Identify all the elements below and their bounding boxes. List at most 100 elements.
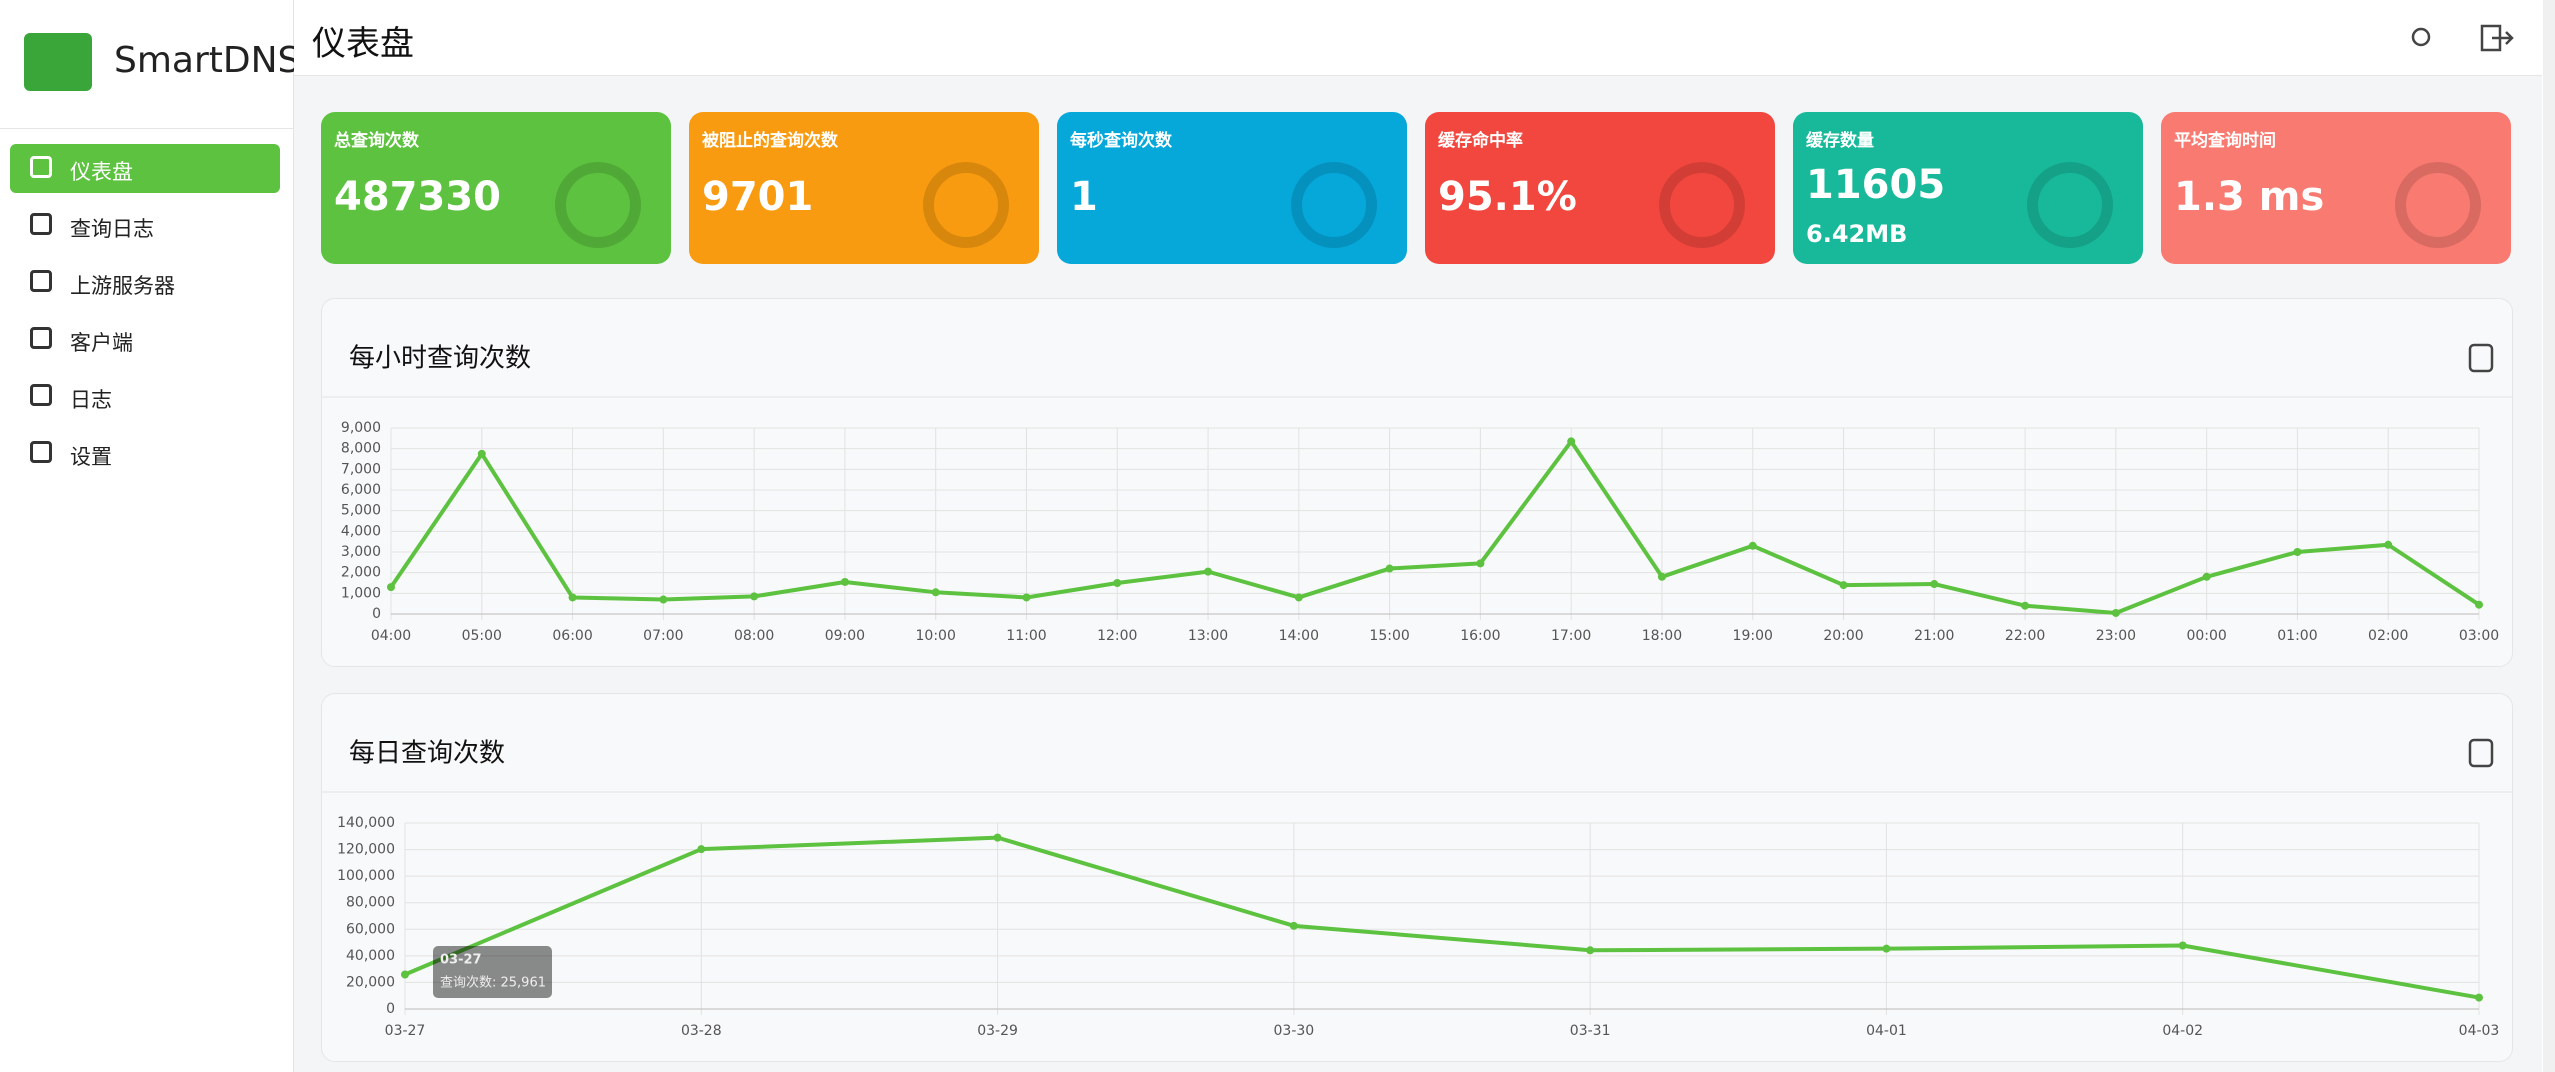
point	[1476, 559, 1485, 568]
menu-label: 查询日志	[70, 217, 154, 241]
menu-label: 客户端	[70, 331, 133, 355]
menu-item[interactable]: 设置	[10, 429, 280, 478]
x-tick-label: 07:00	[643, 628, 683, 644]
stat-label: 每秒查询次数	[1070, 131, 1172, 151]
y-tick-label: 140,000	[337, 815, 395, 831]
x-tick-label: 01:00	[2277, 628, 2317, 644]
header: 仪表盘	[294, 0, 2542, 76]
chart-title: 每小时查询次数	[349, 344, 531, 374]
page-title: 仪表盘	[312, 24, 414, 64]
x-tick-label: 03-31	[1570, 1023, 1611, 1039]
point	[2293, 548, 2302, 556]
stat-label: 平均查询时间	[2174, 131, 2276, 151]
point	[387, 583, 395, 592]
x-tick-label: 04-01	[1866, 1023, 1907, 1039]
point	[1022, 593, 1031, 602]
y-tick-label: 20,000	[346, 974, 395, 990]
point	[2111, 608, 2120, 617]
menu-item[interactable]: 客户端	[10, 315, 280, 364]
y-tick-label: 60,000	[346, 921, 395, 937]
chart: 每小时查询次数 0 1,000 2,000 3,000 4,000 5,000 6,000 7,…	[322, 343, 2512, 644]
header-icons[interactable]	[2404, 20, 2524, 56]
stat-icon	[923, 162, 1009, 248]
stat-value: 9701	[702, 174, 814, 220]
menu-icon	[30, 213, 52, 235]
menu-item[interactable]: 上游服务器	[10, 258, 280, 307]
menu-item[interactable]: 日志	[10, 372, 280, 421]
point	[659, 595, 668, 604]
point	[2384, 540, 2393, 549]
zoom-icon[interactable]	[2468, 738, 2494, 768]
point	[2021, 601, 2030, 610]
y-tick-label: 6,000	[341, 482, 381, 498]
point	[750, 592, 759, 601]
point	[931, 588, 940, 597]
x-tick-label: 00:00	[2186, 628, 2226, 644]
x-tick-label: 11:00	[1006, 628, 1046, 644]
line	[404, 835, 2480, 1000]
y-tick-label: 4,000	[341, 523, 381, 539]
x-tick-label: 15:00	[1369, 628, 1409, 644]
stat-card: 被阻止的查询次数 9701	[689, 112, 1039, 264]
menu-item[interactable]: 查询日志	[10, 201, 280, 250]
x-tick-label: 03-30	[1274, 1023, 1315, 1039]
menu-icon	[30, 270, 52, 292]
point	[1748, 541, 1757, 550]
point	[1586, 946, 1595, 955]
x-tick-label: 03-28	[681, 1023, 722, 1039]
divider	[0, 128, 293, 129]
point	[1204, 567, 1213, 576]
stat-label: 总查询次数	[334, 131, 419, 151]
y-tick-label: 1,000	[341, 585, 381, 601]
x-tick-label: 02:00	[2368, 628, 2408, 644]
point	[2178, 941, 2187, 950]
logo	[24, 33, 92, 91]
x-tick-label: 18:00	[1642, 628, 1682, 644]
y-tick-label: 120,000	[337, 842, 395, 858]
menu-label: 设置	[70, 445, 112, 469]
line	[389, 439, 2481, 615]
x-tick-label: 04:00	[371, 628, 411, 644]
stat-card: 缓存命中率 95.1%	[1425, 112, 1775, 264]
y-tick-label: 100,000	[337, 868, 395, 884]
chart: 每日查询次数 0 20,000 40,000 60,000 80,000 100,000 12…	[322, 738, 2512, 1039]
point	[2475, 993, 2483, 1002]
menu-icon	[30, 327, 52, 349]
x-tick-label: 21:00	[1914, 628, 1954, 644]
menu-item[interactable]: 仪表盘	[10, 144, 280, 193]
zoom-icon[interactable]	[2468, 343, 2494, 373]
stat-label: 缓存命中率	[1438, 131, 1523, 151]
point	[1930, 580, 1939, 589]
x-tick-label: 13:00	[1188, 628, 1228, 644]
stat-label: 缓存数量	[1806, 131, 1874, 151]
x-tick-label: 17:00	[1551, 628, 1591, 644]
chart-card: 每小时查询次数 0 1,000 2,000 3,000 4,000 5,000 6,000 7,…	[321, 298, 2513, 667]
x-tick-label: 03:00	[2459, 628, 2499, 644]
chart-card: 每日查询次数 0 20,000 40,000 60,000 80,000 100,000 12…	[321, 693, 2513, 1062]
menu-label: 日志	[70, 388, 112, 412]
point	[568, 593, 577, 602]
stat-icon	[1659, 162, 1745, 248]
x-tick-label: 12:00	[1097, 628, 1137, 644]
menu-label: 仪表盘	[70, 160, 133, 184]
point	[1113, 579, 1122, 587]
point	[401, 970, 409, 979]
x-tick-label: 19:00	[1733, 628, 1773, 644]
menu-label: 上游服务器	[70, 274, 175, 298]
tooltip-title: 03-27	[440, 953, 482, 968]
y-tick-label: 0	[372, 606, 381, 622]
y-tick-label: 80,000	[346, 895, 395, 911]
point	[477, 449, 486, 458]
stat-value: 95.1%	[1438, 174, 1577, 220]
y-tick-label: 9,000	[341, 420, 381, 436]
tooltip	[433, 946, 552, 998]
x-tick-label: 08:00	[734, 628, 774, 644]
stat-value: 1	[1070, 174, 1098, 220]
x-tick-label: 03-27	[385, 1023, 426, 1039]
sidebar: SmartDNS 仪表盘 查询日志 上游服务器 客户端 日志 设置	[0, 0, 300, 1072]
scrollbar[interactable]	[2543, 0, 2555, 1072]
stat-sub: 6.42MB	[1806, 220, 1908, 248]
x-tick-label: 14:00	[1279, 628, 1319, 644]
x-tick-label: 10:00	[916, 628, 956, 644]
